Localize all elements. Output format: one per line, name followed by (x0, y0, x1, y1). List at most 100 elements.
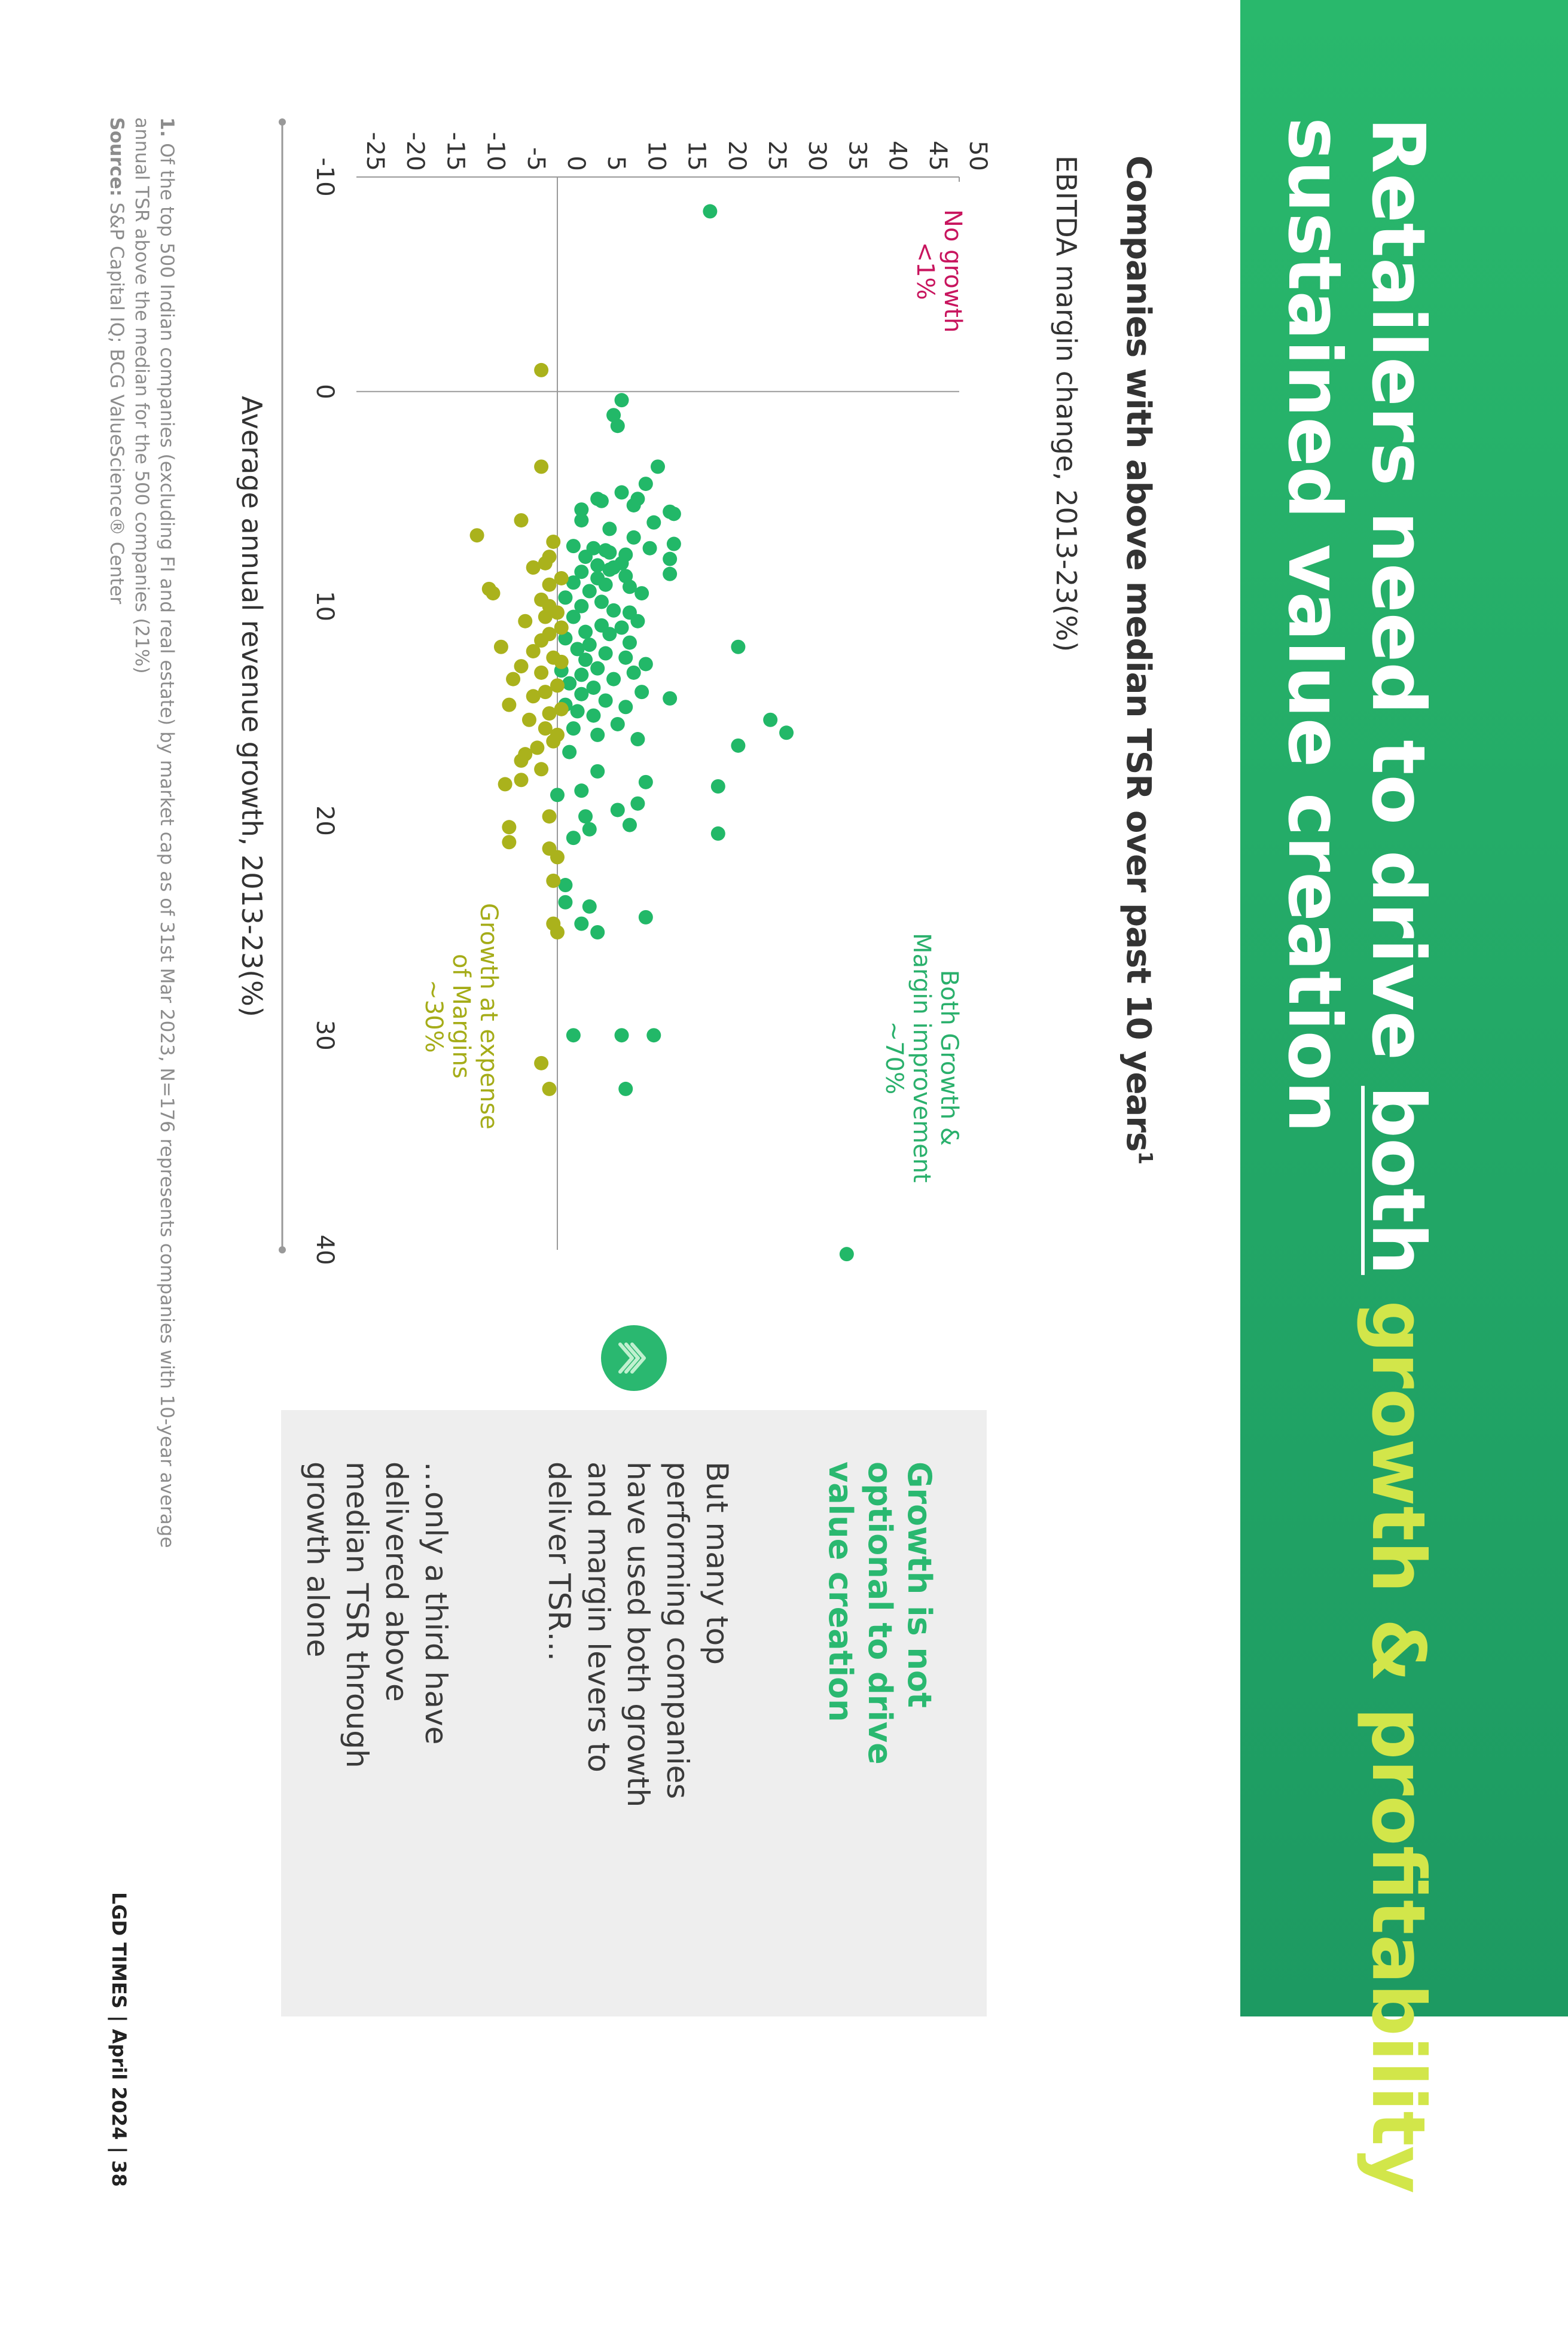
ann-expense-line-1: Growth at expense (475, 903, 502, 1130)
data-point-both (590, 727, 605, 742)
data-point-both (663, 691, 678, 706)
y-tick-label: 25 (763, 141, 791, 171)
box-body2-line-3: median TSR through (340, 1462, 374, 1768)
data-point-both (574, 565, 589, 579)
data-point-both (646, 515, 661, 530)
data-point-both (602, 627, 617, 642)
data-point-expense (546, 534, 561, 549)
data-point-both (614, 620, 629, 635)
data-point-expense (534, 665, 549, 680)
ann-nogrowth-line-2: <1% (911, 242, 939, 300)
data-point-both (618, 1081, 633, 1096)
data-point-both (634, 586, 649, 601)
box-body1-line-5: deliver TSR… (542, 1462, 576, 1662)
data-point-both (638, 910, 653, 925)
y-tick-label: -25 (361, 132, 389, 171)
x-axis-end-marker (279, 118, 286, 126)
data-point-both (574, 513, 589, 528)
data-point-both (610, 716, 625, 731)
data-point-both (606, 672, 621, 687)
data-point-both (578, 624, 593, 639)
x-tick-label: 20 (311, 806, 338, 836)
data-point-both (558, 895, 573, 910)
data-point-both (574, 502, 589, 517)
data-point-expense (554, 701, 569, 716)
data-point-both (763, 712, 778, 727)
data-point-both (578, 809, 593, 824)
data-point-both (582, 637, 597, 652)
data-point-both (590, 925, 605, 939)
data-point-both (602, 521, 617, 536)
data-point-expense (518, 614, 533, 629)
data-point-expense (542, 706, 557, 721)
box-body2-line-2: delivered above (379, 1462, 414, 1702)
data-point-expense (469, 528, 484, 543)
footnote-line-1: 1. Of the top 500 Indian companies (excl… (156, 117, 178, 1548)
data-point-both (558, 878, 573, 893)
data-point-both (710, 826, 725, 841)
x-tick-label: -10 (311, 157, 338, 196)
data-point-expense (526, 689, 541, 704)
data-point-both (566, 1028, 581, 1043)
y-tick-label: 0 (562, 156, 590, 171)
data-point-expense (554, 620, 569, 635)
data-point-expense (550, 925, 565, 939)
data-point-both (839, 1247, 854, 1262)
data-point-expense (534, 1055, 549, 1070)
data-point-both (710, 779, 725, 794)
data-point-both (566, 609, 581, 624)
data-point-both (578, 652, 593, 667)
data-point-expense (493, 639, 508, 654)
data-point-both (586, 680, 601, 695)
data-point-expense (534, 362, 549, 377)
data-point-both (574, 667, 589, 682)
data-point-both (618, 700, 633, 715)
data-point-both (642, 541, 657, 556)
annotation-no-growth: No growth <1% (911, 209, 966, 332)
box-head-line-2: optional to drive (861, 1462, 899, 1765)
sidebar-paragraph-2: …only a third have delivered above median … (298, 1462, 456, 1768)
data-point-both (566, 721, 581, 736)
data-point-both (731, 639, 746, 654)
data-point-expense (526, 643, 541, 658)
data-point-both (618, 650, 633, 665)
data-point-expense (498, 777, 513, 792)
y-tick-label: 45 (924, 141, 951, 171)
y-tick-label: 15 (683, 141, 710, 171)
data-point-both (570, 642, 585, 657)
ann-both-line-1: Both Growth & (935, 969, 963, 1146)
data-point-expense (526, 560, 541, 575)
ann-nogrowth-line-1: No growth (939, 209, 966, 333)
data-point-both (578, 550, 593, 565)
data-point-expense (538, 609, 553, 624)
box-body2-line-4: growth alone (300, 1462, 335, 1658)
annotation-expense: Growth at expense of Margins ~30% (420, 903, 502, 1130)
chevron-badge (601, 1325, 667, 1391)
data-point-expense (486, 586, 501, 601)
y-tick-label: 40 (884, 141, 911, 171)
data-point-both (610, 419, 625, 434)
annotation-both: Both Growth & Margin improvement ~70% (880, 933, 963, 1183)
data-point-both (594, 493, 609, 508)
box-body1-line-1: But many top (700, 1462, 734, 1665)
data-point-both (663, 551, 678, 566)
data-point-both (562, 676, 577, 691)
data-point-both (634, 685, 649, 700)
data-point-expense (550, 605, 565, 620)
x-tick-label: 0 (311, 384, 338, 399)
data-point-expense (514, 753, 529, 768)
data-point-both (610, 803, 625, 817)
data-point-expense (534, 762, 549, 777)
data-point-both (630, 614, 645, 629)
data-point-both (574, 599, 589, 614)
data-point-both (566, 831, 581, 846)
y-tick-label: -5 (522, 147, 550, 171)
data-point-expense (542, 577, 557, 592)
y-tick-label: 5 (602, 156, 630, 171)
y-tick-label: 35 (843, 141, 871, 171)
y-tick-label: 50 (964, 141, 992, 171)
data-point-both (590, 661, 605, 676)
data-point-both (626, 665, 641, 680)
data-point-both (731, 738, 746, 753)
x-axis-end-marker (279, 1246, 286, 1253)
